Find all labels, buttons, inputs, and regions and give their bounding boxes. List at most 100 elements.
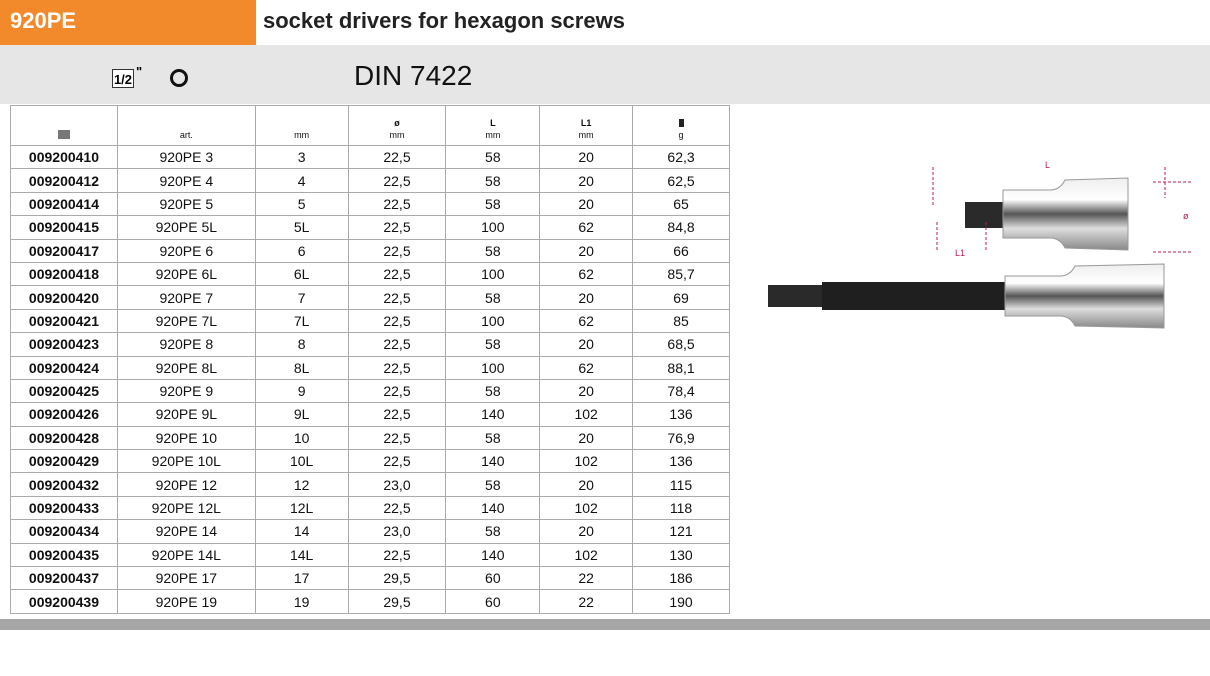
table-cell: 009200415 [10,215,118,240]
table-cell: 22,5 [347,355,447,380]
product-title: socket drivers for hexagon screws [263,8,625,33]
table-row: 009200418 920PE 6L 6L 22,5 100 62 85,7 [10,261,730,287]
table-cell: 136 [632,449,730,474]
table-cell: 8L [254,355,349,380]
table-cell: 140 [445,495,541,521]
header-top: L1 [580,118,592,128]
table-cell: 20 [539,332,634,357]
header-unit: g [678,130,684,140]
table-cell: 23,0 [347,472,447,497]
table-cell: 20 [539,168,634,193]
table-cell: 102 [539,495,634,521]
table-cell: 22,5 [347,332,447,357]
table-cell: 920PE 7L [116,308,256,334]
table-cell: 009200433 [10,495,118,521]
table-row: 009200433 920PE 12L 12L 22,5 140 102 118 [10,495,730,521]
table-row: 009200424 920PE 8L 8L 22,5 100 62 88,1 [10,355,730,380]
header-top: ø [394,118,400,128]
product-code: 920PE [0,0,256,45]
hexagon-profile-icon [170,69,188,87]
table-cell: 009200424 [10,355,118,380]
table-cell: 62 [539,355,634,380]
table-cell: 12L [254,495,349,521]
table-cell: 58 [445,472,541,497]
table-cell: 130 [632,542,730,568]
table-cell: 22,5 [347,495,447,521]
table-cell: 186 [632,566,730,591]
table-cell: 4 [254,168,349,193]
table-cell: 62 [539,261,634,287]
product-image: L L1 ø [768,160,1193,329]
table-cell: 920PE 8 [116,332,256,357]
table-cell: 920PE 17 [116,566,256,591]
column-header: art. [116,105,256,146]
table-cell: 22,5 [347,308,447,334]
table-cell: 58 [445,332,541,357]
table-cell: 58 [445,378,541,404]
table-cell: 009200425 [10,378,118,404]
table-cell: 85 [632,308,730,334]
table-row: 009200428 920PE 10 10 22,5 58 20 76,9 [10,425,730,451]
table-cell: 62,3 [632,144,730,170]
table-cell: 920PE 6 [116,238,256,263]
table-cell: 62 [539,308,634,334]
table-cell: 009200439 [10,589,118,614]
table-cell: 121 [632,519,730,544]
table-cell: 22,5 [347,191,447,217]
table-cell: 20 [539,425,634,451]
table-cell: 920PE 19 [116,589,256,614]
table-cell: 58 [445,168,541,193]
table-cell: 100 [445,308,541,334]
table-cell: 76,9 [632,425,730,451]
table-cell: 20 [539,144,634,170]
table-cell: 009200426 [10,402,118,427]
table-cell: 920PE 14 [116,519,256,544]
table-cell: 920PE 12L [116,495,256,521]
label-L1: L1 [955,248,965,258]
table-row: 009200412 920PE 4 4 22,5 58 20 62,5 [10,168,730,193]
table-cell: 190 [632,589,730,614]
table-cell: 62 [539,215,634,240]
table-cell: 920PE 9L [116,402,256,427]
table-cell: 65 [632,191,730,217]
table-cell: 58 [445,285,541,310]
weight-icon [678,119,684,127]
column-header: L1 mm [539,105,634,146]
table-row: 009200415 920PE 5L 5L 22,5 100 62 84,8 [10,215,730,240]
table-row: 009200434 920PE 14 14 23,0 58 20 121 [10,519,730,544]
table-cell: 920PE 6L [116,261,256,287]
table-cell: 920PE 5L [116,215,256,240]
long-socket-driver [768,263,1165,329]
table-cell: 20 [539,238,634,263]
table-cell: 20 [539,191,634,217]
table-cell: 009200421 [10,308,118,334]
header-unit: mm [389,130,405,140]
table-cell: 69 [632,285,730,310]
table-cell: 009200435 [10,542,118,568]
table-cell: 58 [445,144,541,170]
table-row: 009200425 920PE 9 9 22,5 58 20 78,4 [10,378,730,404]
header-unit: mm [294,130,310,140]
table-cell: 115 [632,472,730,497]
table-row: 009200410 920PE 3 3 22,5 58 20 62,3 [10,144,730,170]
table-cell: 6 [254,238,349,263]
table-cell: 920PE 10L [116,449,256,474]
table-cell: 9L [254,402,349,427]
table-cell: 22,5 [347,238,447,263]
table-cell: 009200418 [10,261,118,287]
table-cell: 920PE 9 [116,378,256,404]
table-cell: 58 [445,191,541,217]
table-cell: 22 [539,566,634,591]
table-cell: 14L [254,542,349,568]
dimension-lines [932,167,1193,253]
table-row: 009200421 920PE 7L 7L 22,5 100 62 85 [10,308,730,334]
table-cell: 9 [254,378,349,404]
table-cell: 22,5 [347,168,447,193]
table-cell: 12 [254,472,349,497]
table-cell: 009200432 [10,472,118,497]
table-cell: 920PE 12 [116,472,256,497]
column-header [10,105,118,146]
table-cell: 22,5 [347,425,447,451]
